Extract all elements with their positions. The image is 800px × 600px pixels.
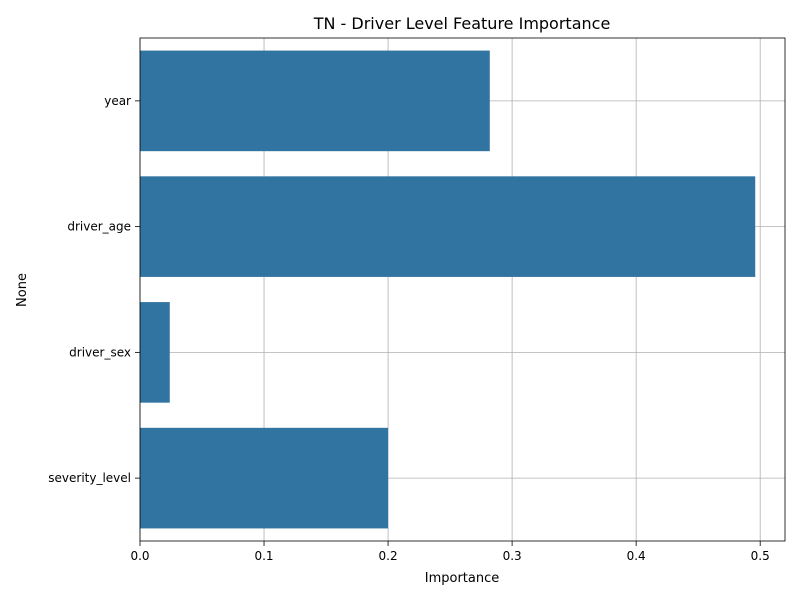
x-tick-label: 0.2 — [379, 549, 398, 563]
bar-severity-level — [140, 427, 389, 529]
bars-layer — [140, 50, 756, 529]
bar-year — [140, 50, 490, 152]
x-tick-label: 0.4 — [627, 549, 646, 563]
y-tick-label: severity_level — [48, 471, 131, 485]
x-tick-label: 0.1 — [254, 549, 273, 563]
bar-driver-age — [140, 176, 756, 277]
bar-driver-sex — [140, 302, 170, 403]
y-tick-label: year — [104, 94, 131, 108]
x-tick-label: 0.3 — [503, 549, 522, 563]
y-axis-label: None — [15, 273, 30, 307]
y-tick-label: driver_sex — [69, 345, 131, 359]
axes-layer: 0.0 0.1 0.2 0.3 0.4 0.5 year driver_age driver_s… — [48, 37, 786, 563]
y-tick-label: driver_age — [67, 220, 131, 234]
chart-title: TN - Driver Level Feature Importance — [313, 14, 611, 33]
x-tick-label: 0.5 — [751, 549, 770, 563]
x-tick-label: 0.0 — [130, 549, 149, 563]
plot-frame — [139, 37, 786, 542]
x-axis-label: Importance — [425, 571, 500, 586]
